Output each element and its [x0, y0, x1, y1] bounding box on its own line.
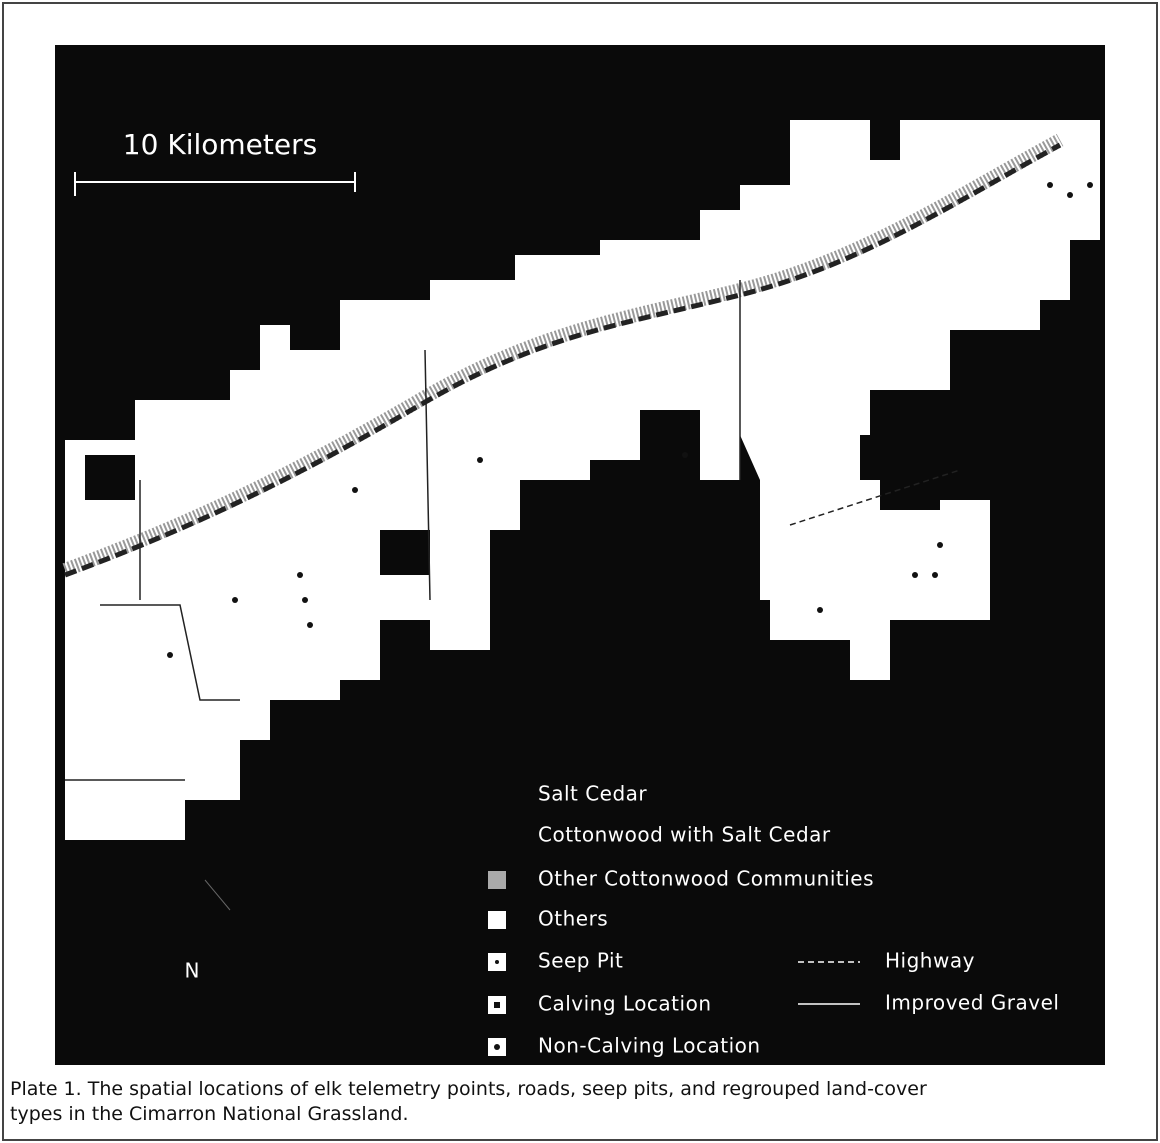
- land-notch: [880, 470, 940, 510]
- legend-dot: [494, 1044, 500, 1050]
- legend-label: Seep Pit: [538, 949, 623, 973]
- legend-label: Cottonwood with Salt Cedar: [538, 823, 831, 847]
- legend-swatch: [488, 871, 506, 889]
- legend-label: Other Cottonwood Communities: [538, 867, 874, 891]
- land-notch: [85, 455, 135, 500]
- figure: 10 Kilometers N Salt Cedar Cottonwood wit…: [0, 0, 1160, 1143]
- legend-label: Improved Gravel: [885, 991, 1059, 1015]
- legend-label: Salt Cedar: [538, 782, 647, 806]
- legend-label: Others: [538, 907, 608, 931]
- legend-label: Highway: [885, 949, 975, 973]
- page: 10 Kilometers N Salt Cedar Cottonwood wit…: [0, 0, 1160, 1143]
- legend-label: Non-Calving Location: [538, 1034, 761, 1058]
- legend-label: Calving Location: [538, 992, 712, 1016]
- legend-dot: [495, 960, 499, 964]
- north-label: N: [185, 959, 200, 983]
- land-notch: [380, 530, 430, 575]
- caption-line: types in the Cimarron National Grassland…: [10, 1103, 409, 1125]
- legend-dot: [494, 1002, 500, 1008]
- scale-label: 10 Kilometers: [123, 128, 317, 161]
- land-others: [430, 575, 490, 650]
- legend-swatch: [488, 911, 506, 929]
- caption-line: Plate 1. The spatial locations of elk te…: [10, 1078, 927, 1100]
